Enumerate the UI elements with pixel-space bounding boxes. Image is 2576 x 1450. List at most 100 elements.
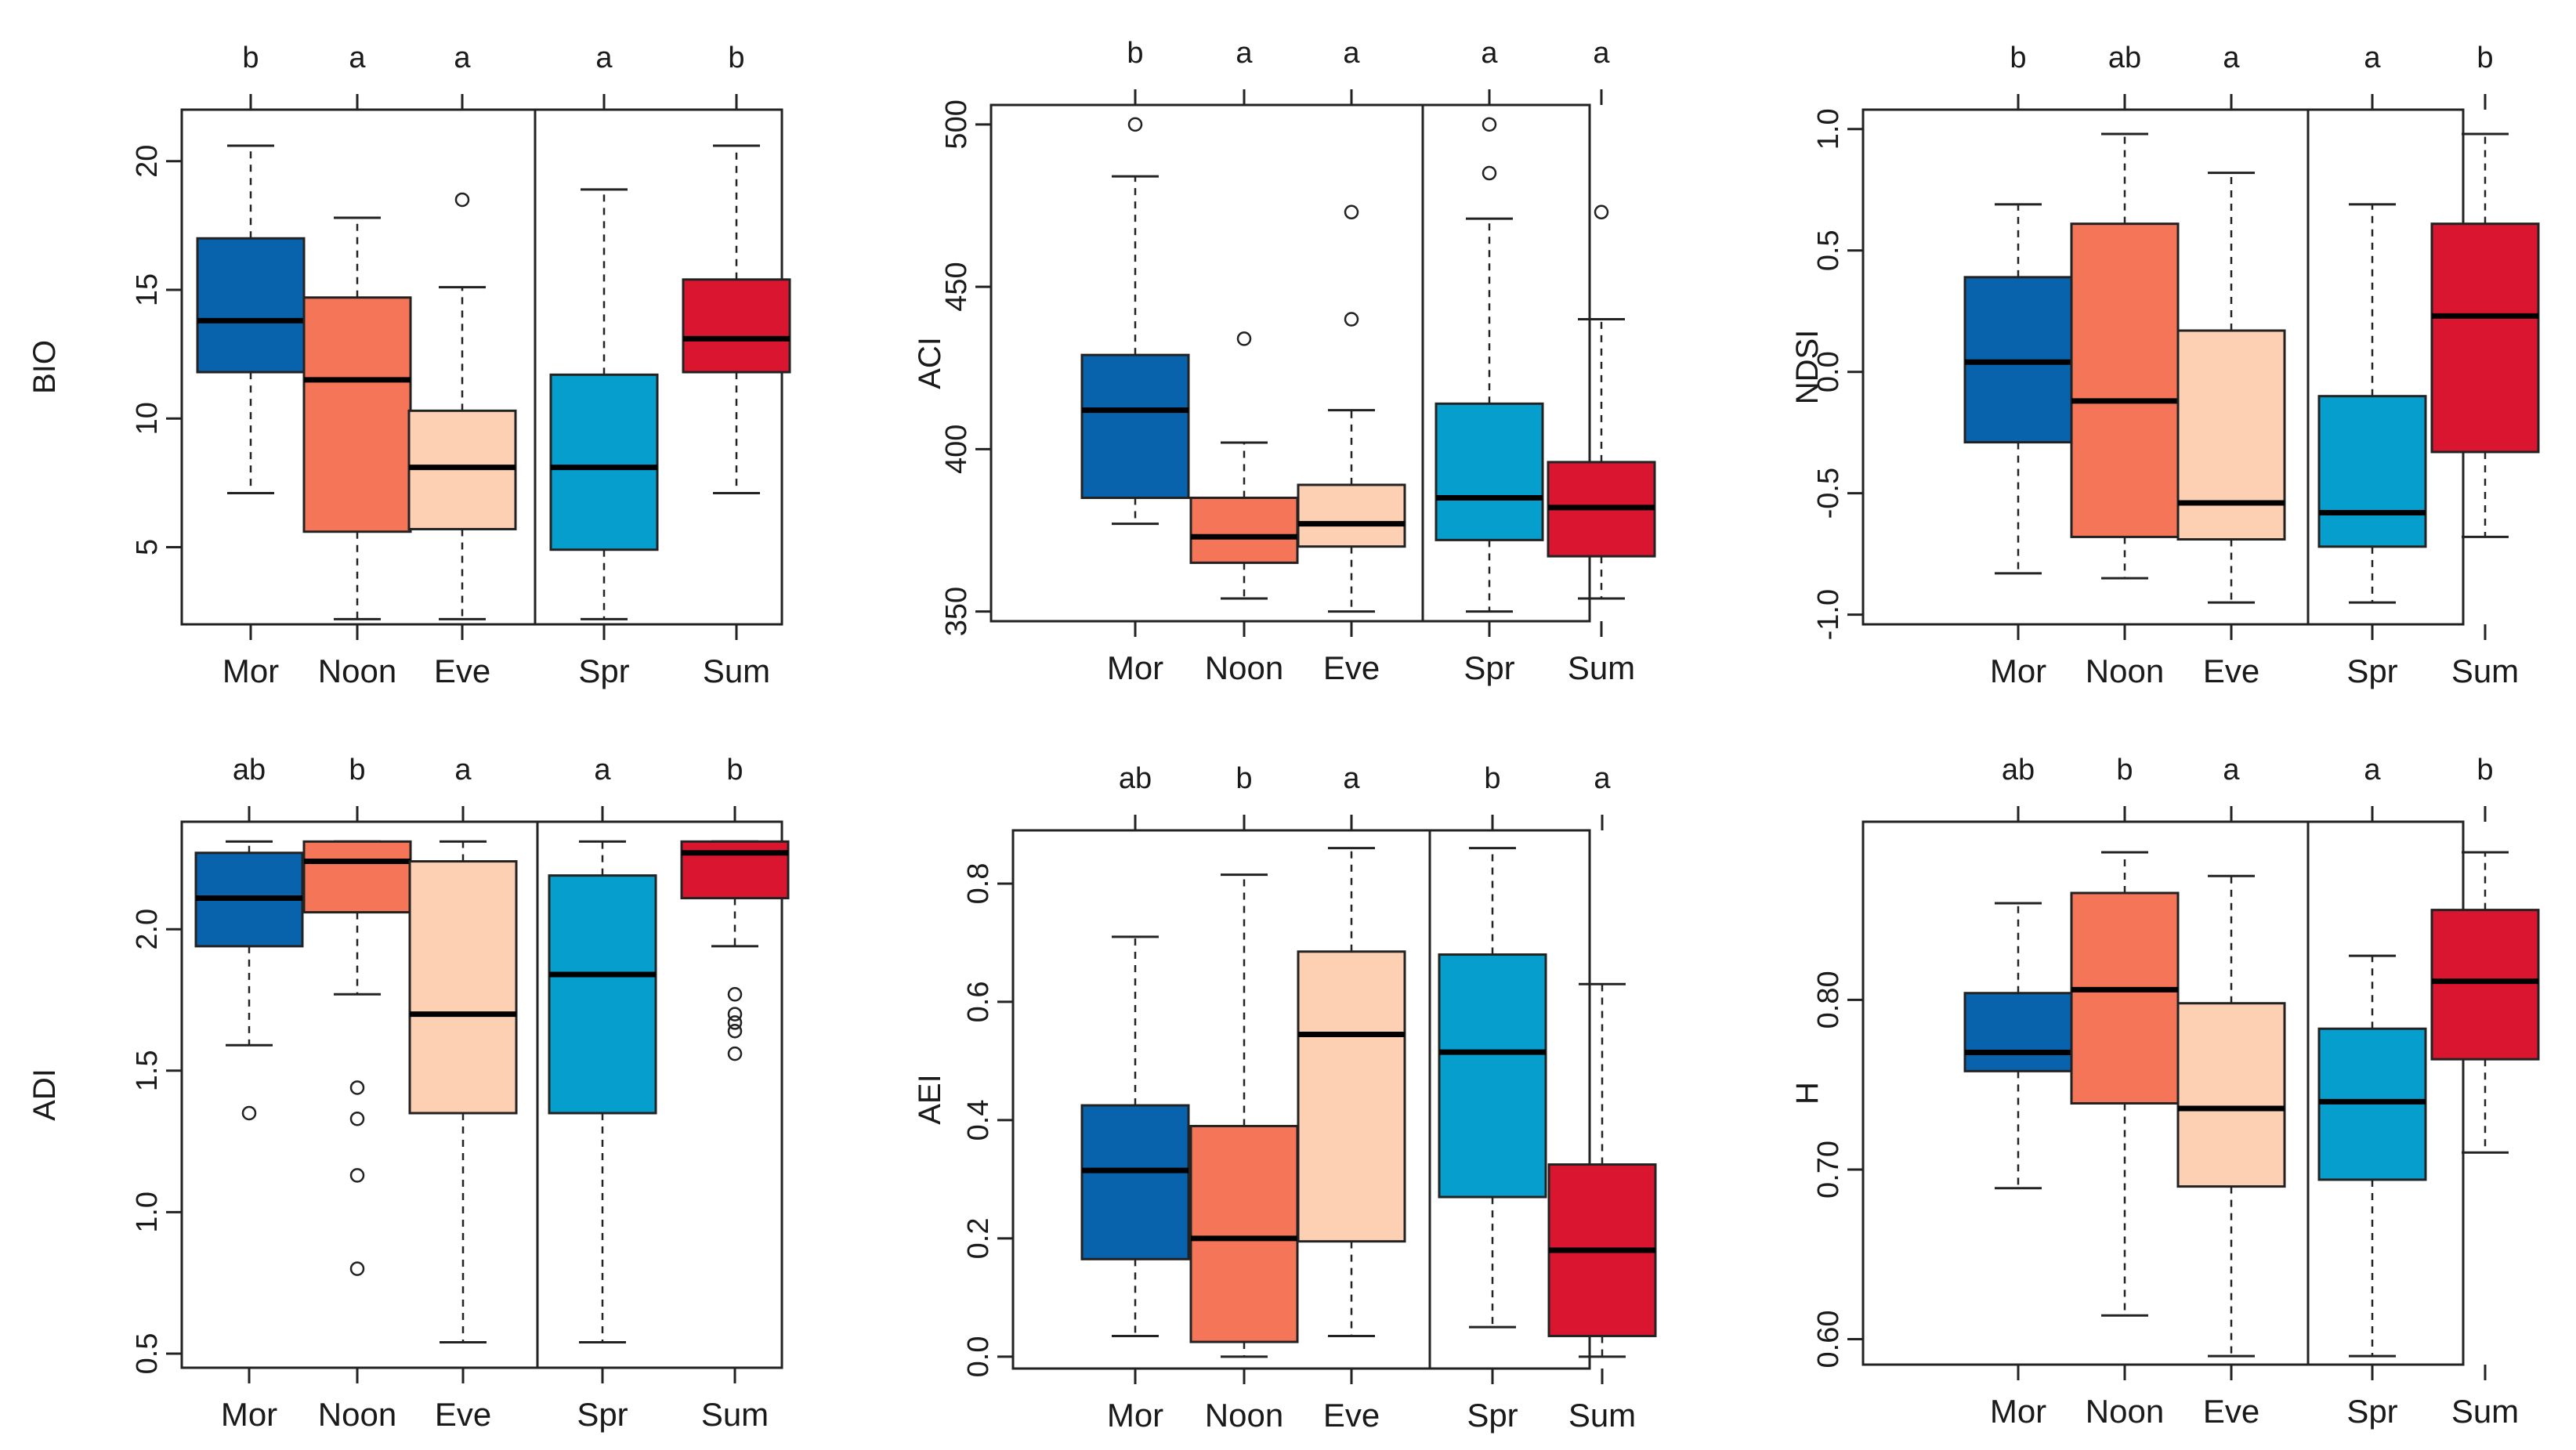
outlier-point xyxy=(727,1007,743,1022)
y-tick-label: 0.80 xyxy=(1812,971,1845,1029)
box-mor: b Mor xyxy=(196,42,306,689)
y-tick-label: 0.5 xyxy=(131,1333,164,1375)
box-mor: ab Mor xyxy=(194,754,304,1433)
y-tick-label: 400 xyxy=(940,425,973,474)
significance-letter: ab xyxy=(1119,762,1152,795)
outlier-point xyxy=(1594,204,1609,220)
outlier-point xyxy=(1127,117,1143,132)
category-label: Eve xyxy=(1323,1397,1380,1434)
panel-aci: 350 400 450 500 ACI b Mor a Noon a Eve a Spr a Sum xyxy=(913,37,1656,686)
box-noon: b Noon xyxy=(1189,762,1299,1434)
box-mor: ab Mor xyxy=(1963,754,2073,1430)
box-body xyxy=(1963,992,2073,1072)
outlier-point xyxy=(727,1023,743,1039)
box-body xyxy=(1438,953,1547,1199)
y-axis-label: BIO xyxy=(27,340,62,394)
category-label: Spr xyxy=(1463,649,1514,686)
category-label: Eve xyxy=(434,653,490,689)
box-spr: a Spr xyxy=(2317,42,2427,689)
panel-adi: 0.5 1.0 1.5 2.0 ADI ab Mor b Noon a Eve a Spr b Sum xyxy=(27,754,790,1433)
box-sum: a Sum xyxy=(1547,762,1657,1434)
category-label: Sum xyxy=(2451,1393,2519,1430)
category-label: Eve xyxy=(1323,649,1380,686)
significance-letter: b xyxy=(2477,42,2493,74)
significance-letter: a xyxy=(1594,762,1611,795)
y-tick-label: -0.5 xyxy=(1812,468,1845,519)
category-label: Sum xyxy=(1568,1397,1636,1434)
category-label: Sum xyxy=(703,653,770,689)
outlier-point xyxy=(1482,165,1497,181)
y-tick-label: 1.0 xyxy=(1812,108,1845,150)
box-body xyxy=(549,373,659,551)
category-label: Noon xyxy=(318,653,396,689)
significance-letter: a xyxy=(2364,754,2381,786)
y-tick-label: 2.0 xyxy=(131,909,164,950)
season-frame xyxy=(536,820,783,1369)
outlier-point xyxy=(1236,331,1252,346)
box-mor: b Mor xyxy=(1963,42,2073,689)
panel-ndsi: -1.0-0.50.00.51.0NDSIbMorabNoonaEveaSprb… xyxy=(1790,42,2540,689)
y-tick-label: 450 xyxy=(940,262,973,311)
category-label: Spr xyxy=(2346,1393,2397,1430)
box-noon: b Noon xyxy=(2070,754,2180,1430)
panel-aei: 0.0 0.2 0.4 0.6 0.8 AEI ab Mor b Noon a Eve b Spr a Sum xyxy=(913,762,1657,1434)
y-tick-label: 0.8 xyxy=(962,863,995,905)
category-label: Noon xyxy=(1205,1397,1283,1434)
box-eve: a Eve xyxy=(1297,762,1406,1434)
significance-letter: a xyxy=(454,42,471,74)
y-tick-label: 0.2 xyxy=(962,1217,995,1259)
y-tick-label: 10 xyxy=(131,402,164,435)
category-label: Noon xyxy=(2086,653,2164,689)
category-label: Spr xyxy=(578,653,629,689)
y-tick-label: 0.0 xyxy=(962,1336,995,1377)
y-tick-label: 1.5 xyxy=(131,1050,164,1091)
box-sum: b Sum xyxy=(2430,42,2540,689)
outlier-point xyxy=(727,1015,743,1030)
box-sum: a Sum xyxy=(1547,37,1656,686)
significance-letter: ab xyxy=(2002,754,2035,786)
significance-letter: b xyxy=(2116,754,2133,786)
y-axis-label: NDSI xyxy=(1790,330,1825,405)
category-label: Spr xyxy=(577,1396,628,1433)
box-sum: b Sum xyxy=(680,754,790,1433)
y-tick-label: 0.60 xyxy=(1812,1311,1845,1369)
box-spr: a Spr xyxy=(549,42,659,689)
significance-letter: a xyxy=(594,754,611,786)
y-tick-label: 15 xyxy=(131,273,164,306)
outlier-point xyxy=(349,1168,365,1183)
significance-letter: b xyxy=(2010,42,2026,74)
significance-letter: ab xyxy=(233,754,266,786)
box-body xyxy=(2317,395,2427,548)
y-tick-label: 20 xyxy=(131,145,164,178)
box-body xyxy=(2430,222,2540,454)
significance-letter: b xyxy=(1127,37,1143,70)
box-body xyxy=(302,296,412,533)
box-eve: a Eve xyxy=(2176,42,2286,689)
box-body xyxy=(1080,1104,1190,1260)
y-tick-label: 0.4 xyxy=(962,1100,995,1141)
significance-letter: ab xyxy=(2108,42,2141,74)
y-tick-label: -1.0 xyxy=(1812,589,1845,640)
category-label: Spr xyxy=(2346,653,2397,689)
box-body xyxy=(1435,402,1544,541)
category-label: Mor xyxy=(1990,653,2046,689)
category-label: Mor xyxy=(1107,1397,1163,1434)
box-eve: a Eve xyxy=(2176,754,2286,1430)
box-spr: a Spr xyxy=(1435,37,1544,686)
category-label: Noon xyxy=(318,1396,396,1433)
box-spr: a Spr xyxy=(548,754,657,1433)
box-body xyxy=(2070,891,2180,1105)
outlier-point xyxy=(349,1111,365,1126)
y-axis-label: ACI xyxy=(913,337,947,389)
y-axis-label: ADI xyxy=(27,1069,62,1121)
significance-letter: b xyxy=(2477,754,2493,786)
significance-letter: b xyxy=(1484,762,1500,795)
category-label: Mor xyxy=(1107,649,1163,686)
box-body xyxy=(1189,497,1299,564)
outlier-point xyxy=(349,1261,365,1276)
box-body xyxy=(680,840,790,900)
box-body xyxy=(302,840,412,914)
box-body xyxy=(1297,950,1406,1243)
outlier-point xyxy=(349,1080,365,1095)
